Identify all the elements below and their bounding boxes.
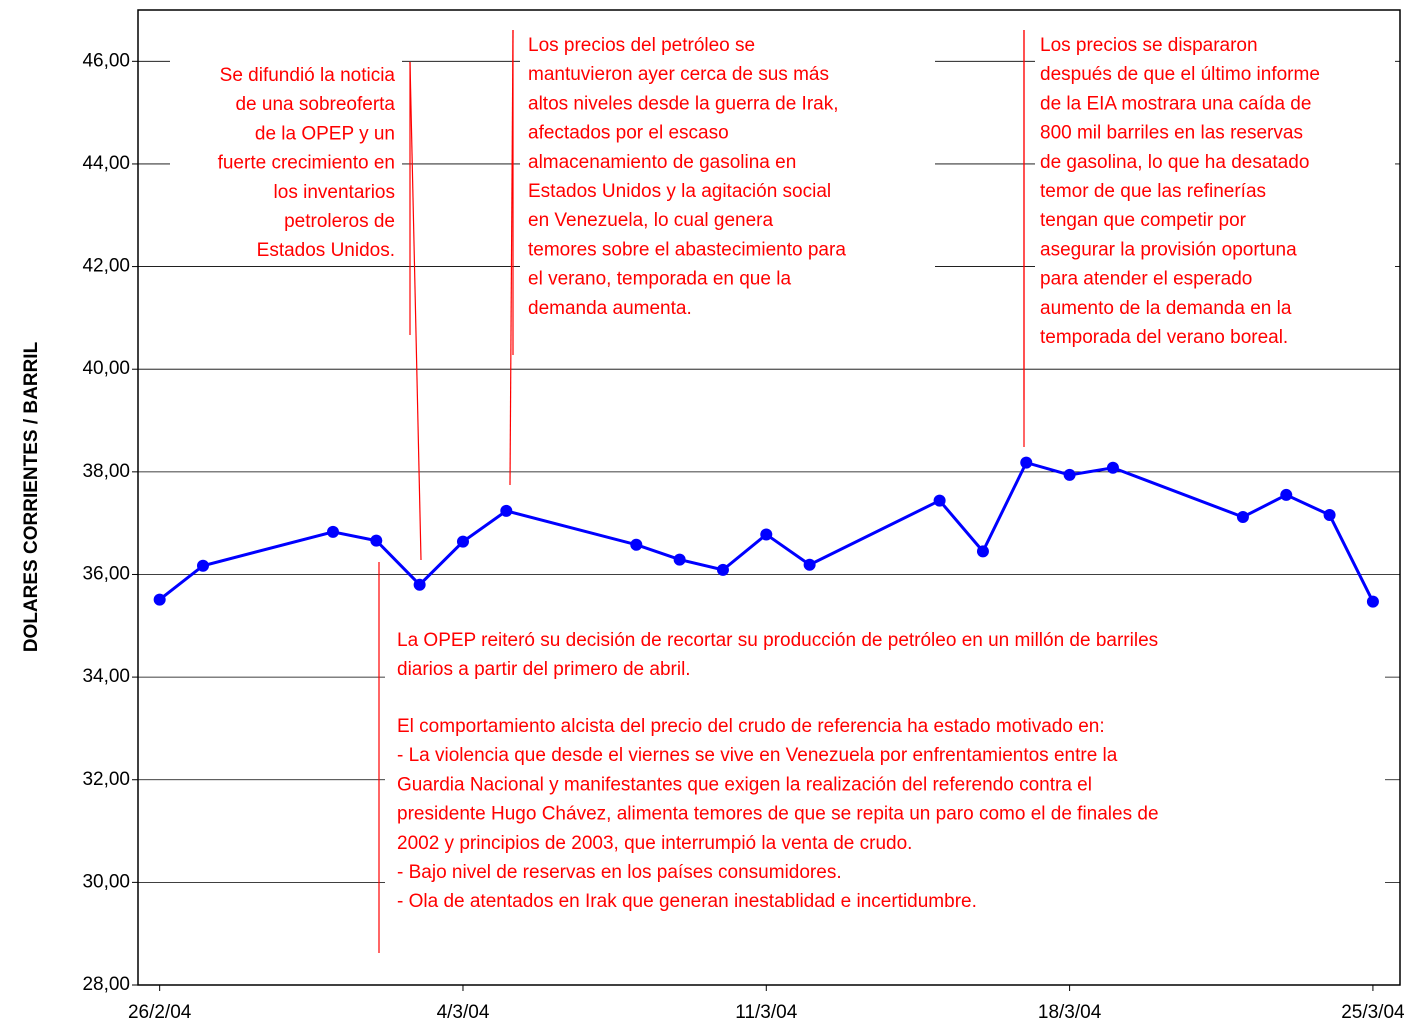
x-tick-label: 4/3/04 — [437, 1002, 490, 1023]
x-tick-label: 25/3/04 — [1341, 1002, 1405, 1023]
annotation-text: los inventarios — [274, 182, 395, 203]
annotation-text: 800 mil barriles en las reservas — [1040, 123, 1303, 144]
y-tick-label: 30,00 — [82, 871, 130, 892]
annotation-text: afectados por el escaso — [528, 123, 729, 144]
annotation-text: Se difundió la noticia — [220, 65, 396, 86]
y-tick-label: 32,00 — [82, 769, 130, 790]
annotation-text: fuerte crecimiento en — [218, 153, 395, 174]
y-tick-label: 28,00 — [82, 974, 130, 995]
annotation-text: presidente Hugo Chávez, alimenta temores… — [397, 804, 1159, 825]
annotation-text: temor de que las refinerías — [1040, 181, 1266, 202]
y-tick-label: 44,00 — [82, 153, 130, 174]
plot-frame — [137, 9, 1401, 986]
data-point — [1106, 461, 1119, 474]
data-point — [500, 504, 513, 517]
data-point — [803, 558, 816, 571]
annotation-text: altos niveles desde la guerra de Irak, — [528, 93, 839, 114]
leader — [409, 61, 422, 561]
annotation-text: - La violencia que desde el viernes se v… — [397, 745, 1118, 766]
y-tick-label: 36,00 — [82, 563, 130, 584]
data-point — [1323, 508, 1336, 521]
annotation-text: asegurar la provisión oportuna — [1040, 239, 1297, 260]
x-tick-label: 26/2/04 — [128, 1002, 192, 1023]
annotation-text: el verano, temporada en que la — [528, 269, 791, 290]
data-point — [456, 535, 469, 548]
data-point — [630, 538, 643, 551]
y-tick-label: 46,00 — [82, 50, 130, 71]
data-point — [413, 578, 426, 591]
annotation-text: mantuvieron ayer cerca de sus más — [528, 64, 829, 85]
leader — [509, 29, 514, 486]
annotation-box — [520, 32, 935, 322]
annotation-text: - Ola de atentados en Irak que generan i… — [397, 891, 977, 912]
annotation-text: 2002 y principios de 2003, que interrump… — [397, 833, 912, 854]
data-point — [976, 545, 989, 558]
annotation-text: La OPEP reiteró su decisión de recortar … — [397, 630, 1158, 651]
annotation-text: de la EIA mostrara una caída de — [1040, 93, 1311, 114]
data-point — [1063, 468, 1076, 481]
data-point — [760, 528, 773, 541]
data-point — [153, 593, 166, 606]
annotation-text: temporada del verano boreal. — [1040, 327, 1288, 348]
y-tick-label: 40,00 — [82, 358, 130, 379]
annotation-box — [1035, 32, 1395, 352]
annotation-text: almacenamiento de gasolina en — [528, 152, 796, 173]
y-tick-label: 34,00 — [82, 666, 130, 687]
data-point — [1280, 488, 1293, 501]
annotation-text: Guardia Nacional y manifestantes que exi… — [397, 774, 1092, 795]
annotation-text: de gasolina, lo que ha desatado — [1040, 152, 1309, 173]
x-tick-label: 11/3/04 — [735, 1002, 797, 1023]
data-point — [1366, 595, 1379, 608]
y-tick-label: 42,00 — [82, 256, 130, 277]
data-point — [196, 559, 209, 572]
annotation-text: - Bajo nivel de reservas en los países c… — [397, 862, 842, 883]
data-point — [1020, 456, 1033, 469]
annotation-text: Los precios del petróleo se — [528, 35, 755, 56]
annotation-text: después de que el último informe — [1040, 64, 1320, 85]
data-point — [326, 525, 339, 538]
annotation-text: en Venezuela, lo cual genera — [528, 210, 774, 231]
annotation-text: El comportamiento alcista del precio del… — [397, 716, 1105, 737]
annotation-leaders — [378, 29, 1025, 953]
annotation-box — [385, 625, 1385, 925]
annotation-text: Estados Unidos y la agitación social — [528, 181, 831, 202]
annotation-text: aumento de la demanda en la — [1040, 298, 1292, 319]
annotation-text: temores sobre el abastecimiento para — [528, 239, 846, 260]
x-tick-label: 18/3/04 — [1038, 1002, 1102, 1023]
annotation-text: petroleros de — [284, 211, 395, 232]
annotation-text: de una sobreoferta — [235, 94, 395, 115]
annotation-text: demanda aumenta. — [528, 298, 692, 319]
data-point — [1236, 511, 1249, 523]
annotation-text: diarios a partir del primero de abril. — [397, 659, 691, 680]
annotation-text: para atender el esperado — [1040, 269, 1252, 290]
y-axis-label: DOLARES CORRIENTES / BARRIL — [21, 341, 42, 652]
annotation-text: Los precios se dispararon — [1040, 35, 1258, 56]
annotation-text: tengan que competir por — [1040, 210, 1247, 231]
annotation-text: de la OPEP y un — [255, 123, 395, 144]
data-point — [370, 534, 383, 547]
annotation-box — [170, 60, 402, 265]
y-tick-label: 38,00 — [82, 461, 130, 482]
annotation-text: Estados Unidos. — [257, 240, 395, 261]
data-point — [673, 553, 686, 566]
data-point — [716, 563, 729, 576]
data-point — [933, 494, 946, 507]
